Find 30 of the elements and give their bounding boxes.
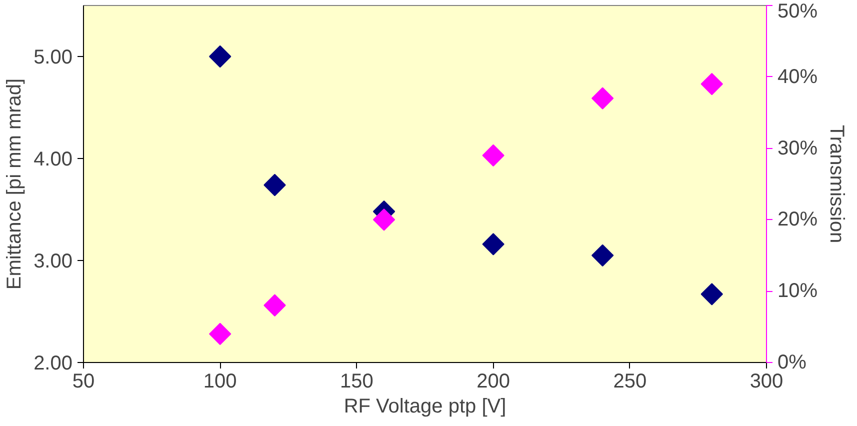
point [208,45,232,68]
x-tick-label: 250 [613,370,647,392]
y-tick-label: 2.00 [34,352,73,374]
y2-tick-label: 20% [778,208,818,231]
y2-axis-title: Transmission [826,124,848,244]
x-axis-title: RF Voltage ptp [V] [344,396,506,418]
y2-tick-label: 10% [778,280,818,302]
y-axis-title: Emittance [pi mm mrad] [4,78,26,290]
point [591,244,614,267]
x-tick-label: 50 [72,370,95,392]
x-tick-label: 300 [750,370,784,392]
x-tick-label: 150 [340,370,374,392]
point [208,322,232,346]
y-tick-label: 5.00 [34,46,73,68]
x-tick-label: 100 [203,370,237,392]
y-tick-label: 3.00 [34,250,73,272]
point [482,233,504,256]
point [372,208,396,231]
y-tick-label: 4.00 [34,148,73,170]
x-tick-label: 200 [476,370,510,392]
y2-tick-label: 50% [778,0,818,22]
y2-tick-label: 0% [778,352,807,374]
y2-tick-label: 40% [778,66,818,88]
point [264,294,286,316]
point [264,174,286,196]
point [700,283,723,306]
point [700,72,723,96]
y2-tick-label: 30% [778,137,818,160]
point [591,87,614,110]
point [482,144,504,167]
